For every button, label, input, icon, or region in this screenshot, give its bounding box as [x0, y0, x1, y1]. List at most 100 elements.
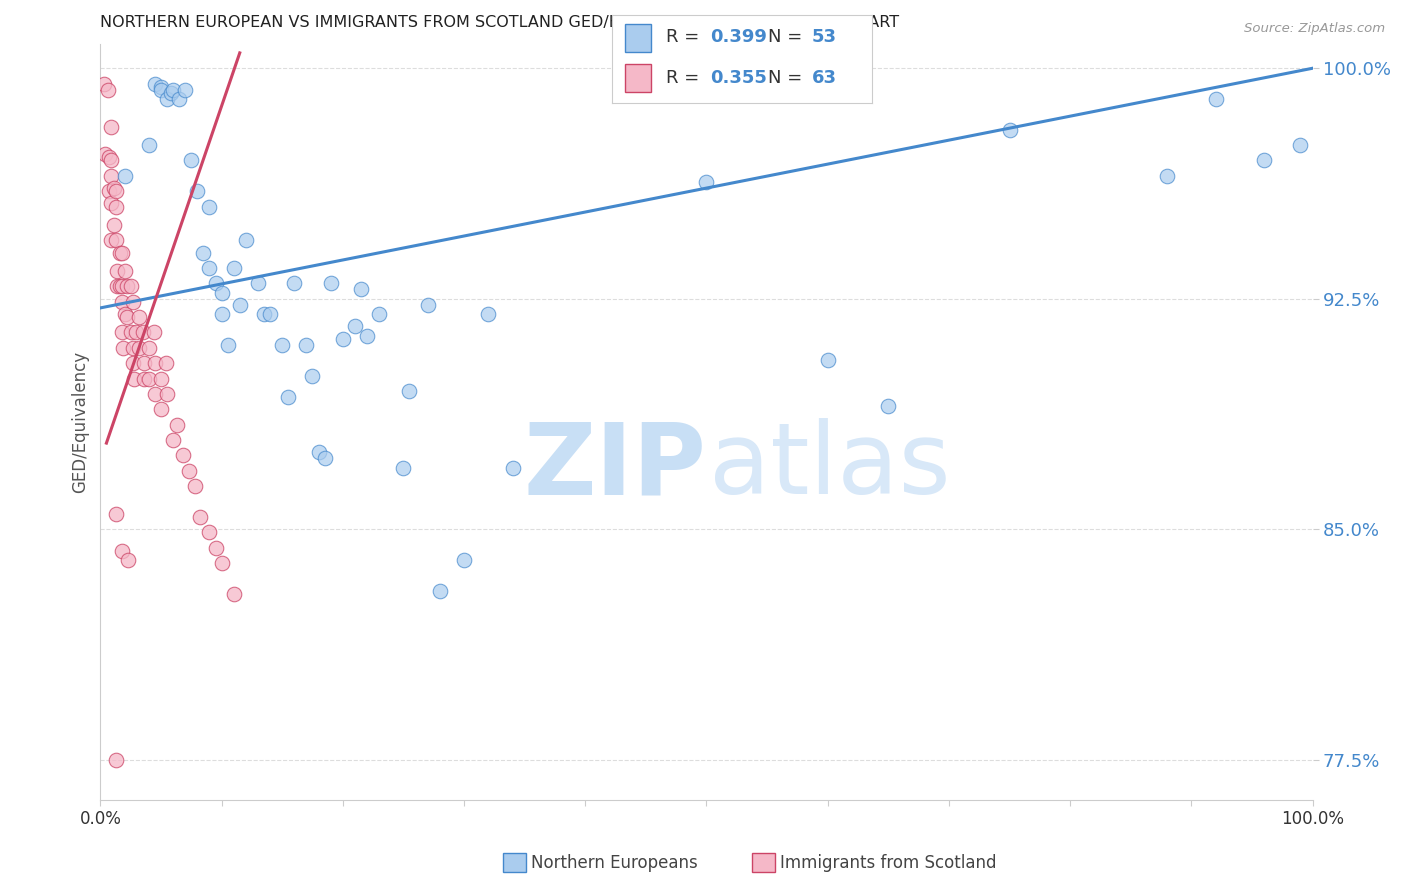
- Point: [350, 283, 373, 297]
- Point: [308, 445, 330, 459]
- Point: [998, 122, 1021, 136]
- FancyBboxPatch shape: [624, 24, 651, 52]
- Point: [167, 92, 190, 106]
- Point: [211, 556, 233, 570]
- Point: [343, 319, 366, 334]
- Text: R =: R =: [666, 29, 706, 46]
- Point: [132, 356, 155, 370]
- Point: [356, 328, 378, 343]
- Point: [301, 368, 323, 383]
- Point: [319, 277, 342, 291]
- Point: [105, 200, 128, 214]
- Point: [295, 338, 318, 352]
- Point: [115, 279, 138, 293]
- Point: [120, 326, 142, 340]
- Point: [222, 587, 245, 601]
- Point: [211, 307, 233, 321]
- Point: [149, 402, 172, 417]
- Point: [155, 356, 177, 370]
- Point: [114, 307, 136, 321]
- Point: [93, 77, 115, 91]
- Point: [114, 169, 136, 183]
- Point: [124, 371, 146, 385]
- Point: [180, 153, 202, 168]
- Point: [217, 338, 239, 352]
- Point: [120, 279, 142, 293]
- Point: [114, 264, 136, 278]
- Point: [143, 387, 166, 401]
- Point: [186, 184, 208, 198]
- Point: [198, 260, 221, 275]
- Point: [122, 341, 145, 355]
- Point: [211, 285, 233, 300]
- Point: [368, 307, 391, 321]
- Point: [100, 196, 122, 211]
- Point: [100, 120, 122, 134]
- Text: atlas: atlas: [709, 418, 950, 516]
- Text: Immigrants from Scotland: Immigrants from Scotland: [780, 854, 997, 871]
- Point: [156, 92, 179, 106]
- Point: [149, 83, 172, 97]
- Point: [105, 233, 128, 247]
- Point: [105, 184, 128, 198]
- Point: [105, 507, 128, 521]
- Point: [1156, 169, 1178, 183]
- Point: [204, 277, 226, 291]
- Point: [142, 326, 165, 340]
- Point: [97, 83, 120, 97]
- Point: [156, 387, 179, 401]
- Text: 0.355: 0.355: [710, 69, 768, 87]
- Point: [271, 338, 294, 352]
- Point: [132, 326, 155, 340]
- Point: [253, 307, 276, 321]
- Text: Northern Europeans: Northern Europeans: [531, 854, 699, 871]
- Point: [177, 464, 200, 478]
- Point: [112, 341, 135, 355]
- Point: [108, 245, 131, 260]
- Point: [235, 233, 257, 247]
- Point: [392, 460, 415, 475]
- Y-axis label: GED/Equivalency: GED/Equivalency: [72, 351, 89, 492]
- Point: [143, 77, 166, 91]
- Point: [122, 356, 145, 370]
- Point: [128, 310, 150, 325]
- Point: [204, 541, 226, 555]
- Point: [111, 543, 134, 558]
- Point: [1205, 92, 1227, 106]
- Text: Source: ZipAtlas.com: Source: ZipAtlas.com: [1244, 22, 1385, 36]
- Point: [122, 294, 145, 309]
- Point: [314, 451, 336, 466]
- Point: [117, 553, 139, 567]
- Point: [259, 307, 281, 321]
- Point: [477, 307, 499, 321]
- Point: [188, 509, 211, 524]
- Point: [103, 218, 125, 232]
- Point: [198, 525, 221, 540]
- Point: [105, 264, 128, 278]
- Point: [398, 384, 420, 398]
- Point: [143, 356, 166, 370]
- Point: [105, 279, 128, 293]
- Point: [138, 341, 160, 355]
- Point: [1253, 153, 1275, 168]
- Point: [138, 371, 160, 385]
- Text: ZIP: ZIP: [523, 418, 706, 516]
- Point: [111, 279, 134, 293]
- Point: [502, 460, 524, 475]
- Point: [817, 353, 839, 368]
- Point: [138, 138, 160, 153]
- Point: [222, 260, 245, 275]
- Point: [695, 175, 717, 189]
- Text: 53: 53: [811, 29, 837, 46]
- Point: [97, 184, 120, 198]
- Text: 63: 63: [811, 69, 837, 87]
- Point: [453, 553, 475, 567]
- Point: [111, 245, 134, 260]
- Point: [162, 83, 184, 97]
- Point: [108, 279, 131, 293]
- Point: [128, 341, 150, 355]
- Point: [174, 83, 197, 97]
- Point: [105, 753, 128, 767]
- Point: [172, 449, 194, 463]
- Point: [229, 298, 252, 312]
